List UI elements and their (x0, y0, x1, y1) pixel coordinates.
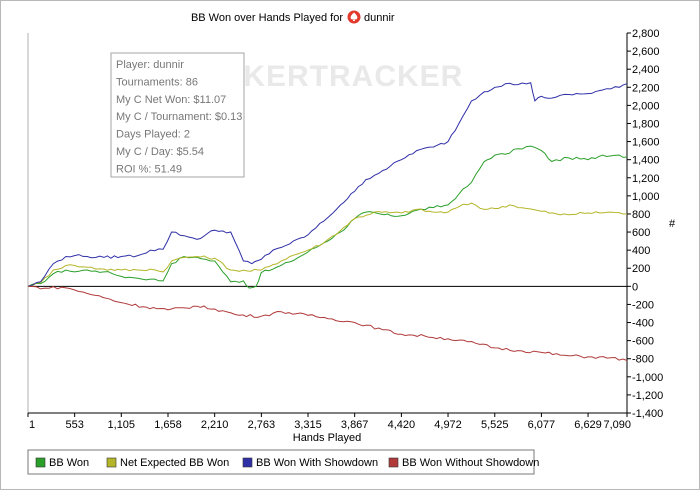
y-tick-label: -400 (632, 318, 654, 330)
x-tick-label: 5,525 (481, 419, 509, 431)
legend-swatch (35, 457, 46, 468)
y-tick-label: 0 (632, 281, 638, 293)
stat-line: Days Played: 2 (116, 129, 190, 141)
x-tick-label: 3,315 (294, 419, 322, 431)
y-tick-label: 400 (632, 245, 650, 257)
stat-line: Player: dunnir (116, 59, 184, 71)
legend-label: BB Won Without Showdown (402, 457, 539, 469)
stat-line: My C / Tournament: $0.13 (116, 111, 242, 123)
y-tick-label: 2,400 (632, 64, 660, 76)
y-tick-label: -1,200 (632, 390, 663, 402)
legend-swatch (242, 457, 253, 468)
y-tick-label: 2,600 (632, 46, 660, 58)
y-tick-label: 1,000 (632, 191, 660, 203)
y-tick-label: 1,200 (632, 173, 660, 185)
x-tick-label: 1,658 (154, 419, 182, 431)
x-tick-label: 4,420 (388, 419, 416, 431)
legend-label: BB Won With Showdown (256, 457, 378, 469)
x-tick-label: 7,090 (603, 419, 631, 431)
legend: BB Won Net Expected BB Won BB Won With Sho… (27, 449, 539, 475)
y-tick-label: 1,800 (632, 118, 660, 130)
player-stats-box: Player: dunnir Tournaments: 86 My C Net Wo… (110, 52, 245, 178)
y-tick-label: -1,000 (632, 372, 663, 384)
series-lines (27, 82, 628, 361)
x-tick-label: 6,077 (528, 419, 556, 431)
stats-box-frame (110, 52, 245, 178)
spade-logo-icon (347, 10, 361, 24)
x-axis-label: Hands Played (293, 432, 362, 444)
legend-swatch (388, 457, 399, 468)
x-tick-label: 3,867 (341, 419, 369, 431)
series-line-net-expected-bb-won (27, 202, 627, 287)
x-ticks: 1 553 1,105 1,658 2,210 2,763 3,315 3,867 4,420 4… (27, 413, 631, 431)
stat-line: Tournaments: 86 (116, 76, 198, 88)
chart-title-player: dunnir (364, 12, 395, 24)
y-tick-label: 200 (632, 263, 650, 275)
y-tick-label: -1,400 (632, 408, 663, 420)
stat-line: ROI %: 51.49 (116, 163, 182, 175)
y-tick-label: 2,800 (632, 28, 660, 40)
x-tick-label: 2,763 (248, 419, 276, 431)
stat-line: My C / Day: $5.54 (116, 146, 204, 158)
series-line-bb-won-without-showdown (27, 285, 628, 361)
chart-title: BB Won over Hands Played for (191, 12, 343, 24)
y-axis-label: # (669, 218, 676, 230)
y-tick-label: 1,600 (632, 137, 660, 149)
y-tick-label: -600 (632, 336, 654, 348)
y-ticks: -1,400 -1,200 -1,000 -800 -600 -400 -200 0 200 40… (627, 28, 663, 420)
legend-swatch (106, 457, 117, 468)
plot-area: -1,400 -1,200 -1,000 -800 -600 -400 -200 0 200 40… (27, 28, 663, 431)
x-tick-label: 553 (65, 419, 83, 431)
x-tick-label: 6,629 (574, 419, 602, 431)
legend-label: BB Won (49, 457, 89, 469)
legend-label: Net Expected BB Won (120, 457, 229, 469)
y-tick-label: 1,400 (632, 155, 660, 167)
x-tick-label: 1 (29, 419, 35, 431)
series-line-bb-won-with-showdown (27, 82, 628, 287)
x-tick-label: 4,972 (434, 419, 462, 431)
y-tick-label: 600 (632, 227, 650, 239)
y-tick-label: 2,000 (632, 100, 660, 112)
stat-line: My C Net Won: $11.07 (116, 94, 226, 106)
y-tick-label: -800 (632, 354, 654, 366)
y-tick-label: 800 (632, 209, 650, 221)
x-tick-label: 1,105 (108, 419, 136, 431)
y-tick-label: 2,200 (632, 82, 660, 94)
y-tick-label: -200 (632, 299, 654, 311)
x-tick-label: 2,210 (201, 419, 229, 431)
